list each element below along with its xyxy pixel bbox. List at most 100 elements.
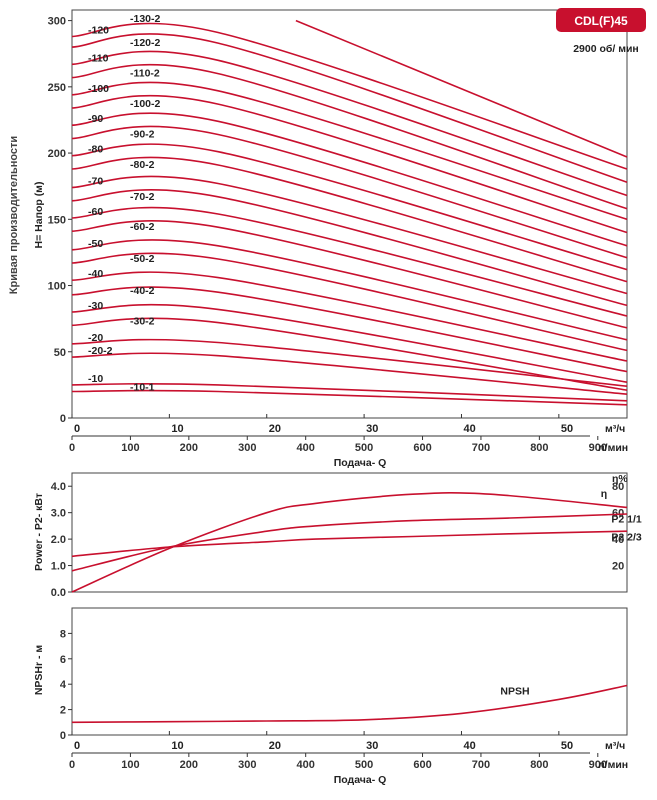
head-curve-80: [71, 143, 628, 271]
performance-lmin-tick-label: 100: [121, 442, 139, 454]
badge-speed: 2900 об/ мин: [573, 43, 639, 55]
head-curve-label: -100: [88, 83, 109, 95]
performance-frame: [71, 9, 628, 419]
head-curve-100-2: [71, 94, 628, 234]
head-curve-90: [71, 112, 628, 247]
power-y-tick-label: 2.0: [51, 534, 66, 546]
head-curve-10-1: [71, 389, 628, 406]
performance-y-tick-label: 100: [48, 281, 66, 293]
npsh-lmin-tick-label: 800: [530, 759, 548, 771]
performance-m3h-tick-label: 40: [463, 423, 475, 435]
npsh-lmin-unit: л/мин: [598, 759, 628, 771]
performance-lmin-unit: л/мин: [598, 442, 628, 454]
npsh-lmin-tick-label: 100: [121, 759, 139, 771]
performance-lmin-tick-label: 200: [180, 442, 198, 454]
performance-lmin-tick-label: 0: [69, 442, 75, 454]
npsh-lmin-tick-label: 400: [297, 759, 315, 771]
performance-y-tick-label: 0: [60, 413, 66, 425]
performance-lmin-tick-label: 900: [589, 442, 607, 454]
performance-m3h-tick-label: 30: [366, 423, 378, 435]
performance-m3h-tick-label: 20: [269, 423, 281, 435]
performance-lmin-tick-label: 300: [238, 442, 256, 454]
head-curve-110: [71, 50, 628, 197]
power-y-tick-label: 1.0: [51, 561, 66, 573]
npsh-curve-label: NPSH: [500, 685, 529, 697]
performance-x-title: Подача- Q: [334, 457, 387, 469]
head-curve-70-2: [71, 189, 628, 307]
head-curve-70: [71, 175, 628, 295]
head-curve-label: -20: [88, 332, 103, 344]
head-curve-label: -120-2: [130, 37, 161, 49]
head-curve-label: -80: [88, 144, 103, 156]
performance-lmin-tick-label: 800: [530, 442, 548, 454]
npsh-lmin-tick-label: 300: [238, 759, 256, 771]
npsh-y-tick-label: 8: [60, 628, 66, 640]
head-curve-label: -10-1: [130, 382, 155, 394]
performance-lmin-tick-label: 400: [297, 442, 315, 454]
npsh-lmin-tick-label: 0: [69, 759, 75, 771]
npsh-lmin-tick-label: 500: [355, 759, 373, 771]
head-curve-label: -110-2: [130, 68, 160, 80]
head-curve-label: -50: [88, 238, 103, 250]
npsh-y-title: NPSHr - м: [33, 645, 45, 696]
head-curve-label: -80-2: [130, 159, 155, 171]
eta-y-title: η%: [612, 473, 628, 485]
npsh-y-tick-label: 4: [60, 679, 67, 691]
head-curve-80-2: [71, 156, 628, 283]
performance-m3h-tick-label: 50: [561, 423, 573, 435]
performance-lmin-tick-label: 700: [472, 442, 490, 454]
performance-y-tick-label: 200: [48, 148, 66, 160]
power-y-tick-label: 4.0: [51, 481, 66, 493]
head-curve-20-2: [71, 352, 628, 395]
npsh-x-title: Подача- Q: [334, 774, 387, 786]
head-curve-100: [71, 81, 628, 221]
performance-y-title: H= Напор (м): [33, 182, 45, 249]
npsh-m3h-tick-label: 30: [366, 740, 378, 752]
head-curve-label: -60-2: [130, 221, 155, 233]
performance-m3h-unit: м³/ч: [605, 423, 625, 435]
performance-y-tick-label: 150: [48, 214, 66, 226]
side-title: Кривая производительности: [8, 136, 20, 294]
head-curve-110-2: [71, 63, 628, 210]
badge-background: [556, 8, 646, 32]
npsh-lmin-tick-label: 900: [589, 759, 607, 771]
performance-m3h-tick-label: 0: [74, 423, 80, 435]
head-curve-10: [71, 382, 628, 402]
performance-lmin-tick-label: 600: [413, 442, 431, 454]
performance-y-tick-label: 250: [48, 82, 66, 94]
power-curve-P2 1/1: [71, 513, 628, 572]
power-curve-label: P2 2/3: [611, 531, 642, 543]
npsh-m3h-tick-label: 10: [171, 740, 183, 752]
head-curve-20: [71, 338, 628, 387]
head-curve-label: -20-2: [88, 345, 113, 357]
head-curve-30: [71, 303, 628, 383]
head-curve-label: -90-2: [130, 128, 155, 140]
eta-y-tick-label: 20: [612, 561, 624, 573]
npsh-m3h-unit: м³/ч: [605, 740, 625, 752]
npsh-m3h-tick-label: 20: [269, 740, 281, 752]
power-curve-η: [71, 491, 628, 593]
power-y-tick-label: 3.0: [51, 508, 66, 520]
eta-y-tick-label: 80: [612, 481, 624, 493]
npsh-lmin-tick-label: 700: [472, 759, 490, 771]
power-y-title: Power - P2- кВт: [33, 493, 45, 571]
head-curve-50: [71, 239, 628, 341]
head-curve-120: [71, 22, 628, 170]
npsh-curve: [71, 684, 628, 724]
npsh-m3h-tick-label: 0: [74, 740, 80, 752]
npsh-lmin-tick-label: 200: [180, 759, 198, 771]
npsh-y-tick-label: 2: [60, 705, 66, 717]
head-curve-label: -130-2: [130, 13, 161, 25]
performance-lmin-tick-label: 500: [355, 442, 373, 454]
head-curve-130-2: [295, 19, 628, 158]
head-curve-label: -40-2: [130, 285, 155, 297]
power-frame: [71, 472, 628, 593]
head-curve-90-2: [71, 125, 628, 259]
performance-panel: 0 50 100 150 200 250 300 H= Напор (м) 0 10 20 30 40 5…: [33, 9, 628, 469]
npsh-y-tick-label: 0: [60, 730, 66, 742]
power-curve-label: η: [601, 488, 607, 500]
head-curve-label: -90: [88, 113, 103, 125]
npsh-panel: 0 2 4 6 8 NPSHr - м NPSH 0 10 20 30 40 50 м³/ч 0 100 200…: [33, 607, 628, 786]
head-curve-label: -50-2: [130, 253, 155, 265]
